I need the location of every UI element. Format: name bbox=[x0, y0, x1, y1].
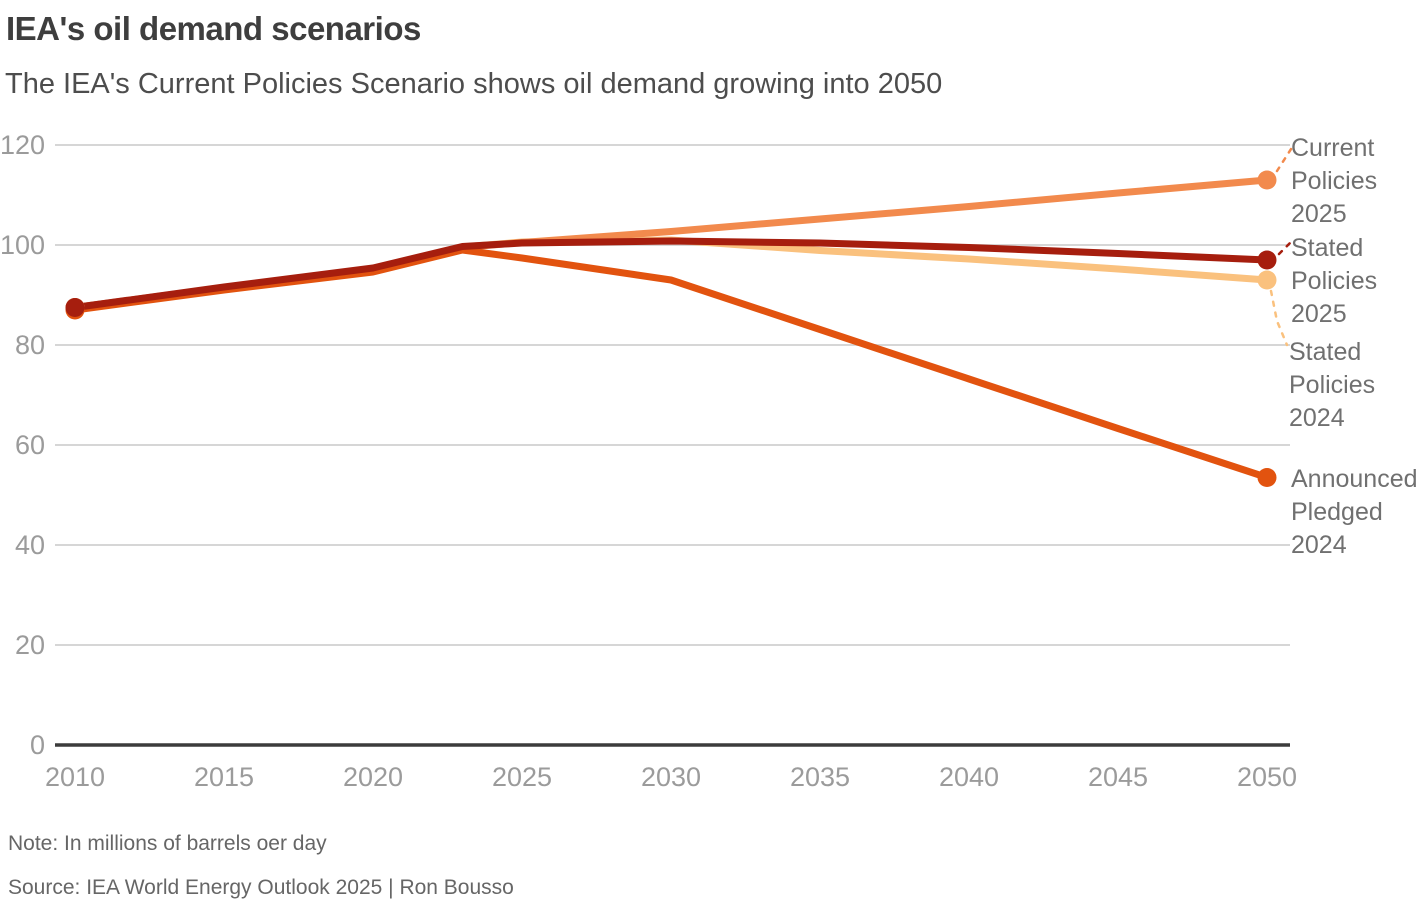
series-end-marker-1 bbox=[1257, 170, 1277, 190]
x-tick-label-2030: 2030 bbox=[641, 762, 701, 792]
series-end-marker-3 bbox=[1257, 250, 1277, 270]
chart-subtitle: The IEA's Current Policies Scenario show… bbox=[5, 68, 943, 100]
x-tick-label-2035: 2035 bbox=[790, 762, 850, 792]
y-tick-label-100: 100 bbox=[0, 230, 45, 260]
x-tick-label-2050: 2050 bbox=[1237, 762, 1297, 792]
y-tick-label-60: 60 bbox=[15, 430, 45, 460]
y-tick-label-0: 0 bbox=[30, 730, 45, 760]
chart-note: Note: In millions of barrels oer day bbox=[8, 832, 327, 855]
y-tick-label-120: 120 bbox=[0, 130, 45, 160]
series-end-marker-0 bbox=[1257, 270, 1277, 290]
leader-line-0 bbox=[1275, 144, 1295, 173]
x-tick-label-2015: 2015 bbox=[194, 762, 254, 792]
x-tick-label-2025: 2025 bbox=[492, 762, 552, 792]
leader-line-2 bbox=[1269, 289, 1289, 347]
x-tick-label-2040: 2040 bbox=[939, 762, 999, 792]
chart-source: Source: IEA World Energy Outlook 2025 | … bbox=[8, 876, 514, 899]
x-tick-label-2010: 2010 bbox=[45, 762, 105, 792]
series-end-marker-2 bbox=[1257, 468, 1277, 487]
y-tick-label-80: 80 bbox=[15, 330, 45, 360]
leader-line-1 bbox=[1277, 238, 1295, 256]
series-label-stated-policies-2024: Stated Policies 2024 bbox=[1289, 338, 1376, 432]
y-tick-label-40: 40 bbox=[15, 530, 45, 560]
series-start-marker-3 bbox=[65, 298, 85, 317]
series-label-current-policies-2025: Current Policies 2025 bbox=[1291, 134, 1378, 228]
chart-title: IEA's oil demand scenarios bbox=[6, 10, 421, 47]
series-line-3 bbox=[71, 237, 1271, 311]
x-tick-label-2045: 2045 bbox=[1088, 762, 1148, 792]
series-label-announced-pledged-2024: Announced Pledged 2024 bbox=[1291, 465, 1418, 559]
series-label-stated-policies-2025: Stated Policies 2025 bbox=[1291, 234, 1378, 328]
x-tick-label-2020: 2020 bbox=[343, 762, 403, 792]
y-tick-label-20: 20 bbox=[15, 630, 45, 660]
